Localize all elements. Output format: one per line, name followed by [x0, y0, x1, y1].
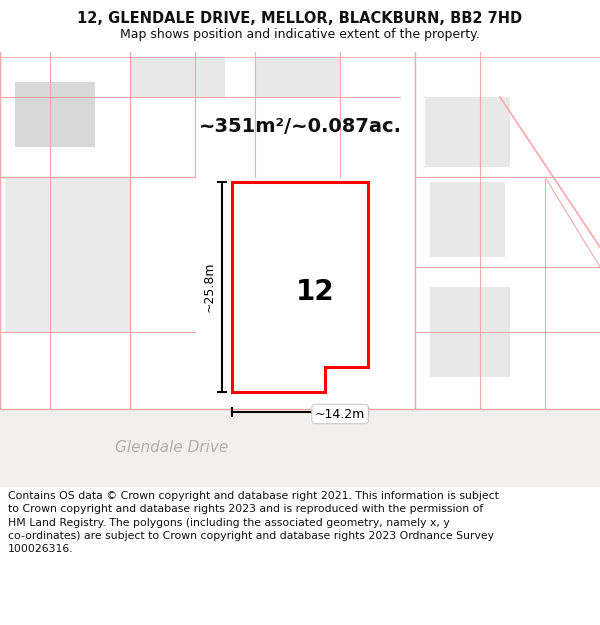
- Polygon shape: [5, 177, 130, 332]
- Text: Map shows position and indicative extent of the property.: Map shows position and indicative extent…: [120, 28, 480, 41]
- FancyBboxPatch shape: [0, 409, 600, 487]
- Polygon shape: [430, 287, 510, 377]
- Polygon shape: [430, 182, 505, 257]
- Text: ~351m²/~0.087ac.: ~351m²/~0.087ac.: [199, 118, 401, 136]
- Text: ~25.8m: ~25.8m: [203, 262, 216, 312]
- Polygon shape: [425, 97, 510, 167]
- Text: Glendale Drive: Glendale Drive: [115, 439, 228, 454]
- Polygon shape: [232, 182, 368, 392]
- Polygon shape: [255, 57, 340, 97]
- Polygon shape: [245, 209, 355, 359]
- Text: 12: 12: [296, 278, 334, 306]
- Polygon shape: [15, 82, 95, 147]
- Text: 12, GLENDALE DRIVE, MELLOR, BLACKBURN, BB2 7HD: 12, GLENDALE DRIVE, MELLOR, BLACKBURN, B…: [77, 11, 523, 26]
- Text: Contains OS data © Crown copyright and database right 2021. This information is : Contains OS data © Crown copyright and d…: [8, 491, 499, 554]
- Polygon shape: [130, 57, 225, 97]
- Text: ~14.2m: ~14.2m: [315, 408, 365, 421]
